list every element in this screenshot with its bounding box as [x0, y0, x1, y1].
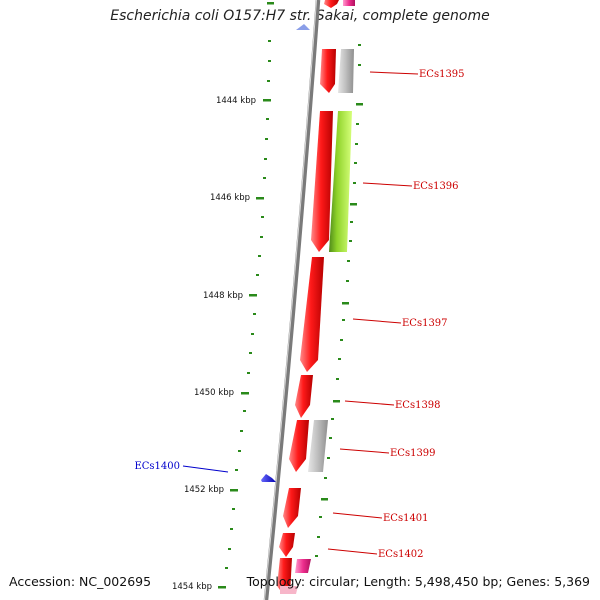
gene-label-ecs1401[interactable]: ECs1401: [383, 513, 429, 524]
gene-label-ecs1399[interactable]: ECs1399: [390, 448, 436, 459]
cds-arrow-1399[interactable]: [289, 420, 309, 472]
cds-arrow-1395[interactable]: [320, 49, 336, 93]
gray-feature-1395[interactable]: [338, 49, 354, 93]
pink-feature-faint[interactable]: [280, 586, 298, 594]
blue-feature-top[interactable]: [296, 24, 310, 30]
gene-label-ecs1400[interactable]: ECs1400: [134, 461, 180, 472]
pink-feature-top[interactable]: [343, 0, 355, 6]
gene-label-ecs1402[interactable]: ECs1402: [378, 549, 424, 560]
forward-cds-track: [277, 0, 339, 594]
gene-labels: ECs1395 ECs1396 ECs1397 ECs1398 ECs1399 …: [134, 69, 464, 560]
cds-arrow-top[interactable]: [324, 0, 339, 8]
inner-dotted-ring: [225, 40, 271, 569]
green-feature-1396[interactable]: [329, 111, 352, 252]
tick-label-1452: 1452 kbp: [184, 485, 224, 495]
cds-arrow-1396[interactable]: [311, 111, 333, 252]
cds-arrow-bottom[interactable]: [277, 558, 292, 594]
tick-label-1446: 1446 kbp: [210, 193, 250, 203]
cds-arrow-1402[interactable]: [279, 533, 295, 557]
tick-label-1450: 1450 kbp: [194, 388, 234, 398]
genome-summary-text: Topology: circular; Length: 5,498,450 bp…: [246, 574, 590, 589]
accession-text: Accession: NC_002695: [9, 574, 152, 589]
tick-label-1454: 1454 kbp: [172, 582, 212, 592]
tick-label-1444: 1444 kbp: [216, 96, 256, 106]
gene-label-ecs1396[interactable]: ECs1396: [413, 181, 459, 192]
genome-backbone: [263, 0, 321, 600]
cds-arrow-1398[interactable]: [295, 375, 313, 418]
map-title: Escherichia coli O157:H7 str. Sakai, com…: [110, 8, 490, 24]
scale-tick-labels: 1444 kbp 1446 kbp 1448 kbp 1450 kbp 1452…: [172, 96, 256, 592]
gene-label-ecs1395[interactable]: ECs1395: [419, 69, 465, 80]
cds-arrow-1401[interactable]: [283, 488, 301, 528]
tick-label-1448: 1448 kbp: [203, 291, 243, 301]
outer-dotted-ring: [315, 44, 363, 557]
pink-feature-bottom[interactable]: [295, 559, 311, 573]
label-leader-lines: [182, 71, 419, 555]
scale-major-ticks: [218, 2, 274, 589]
backbone-highlight: [264, 0, 317, 600]
gene-label-ecs1397[interactable]: ECs1397: [402, 318, 448, 329]
gray-feature-1399[interactable]: [308, 420, 328, 472]
gene-label-ecs1398[interactable]: ECs1398: [395, 400, 441, 411]
cds-arrow-1397[interactable]: [300, 257, 324, 372]
cds-arrow-1400[interactable]: [261, 474, 276, 482]
feature-track: [280, 0, 355, 594]
